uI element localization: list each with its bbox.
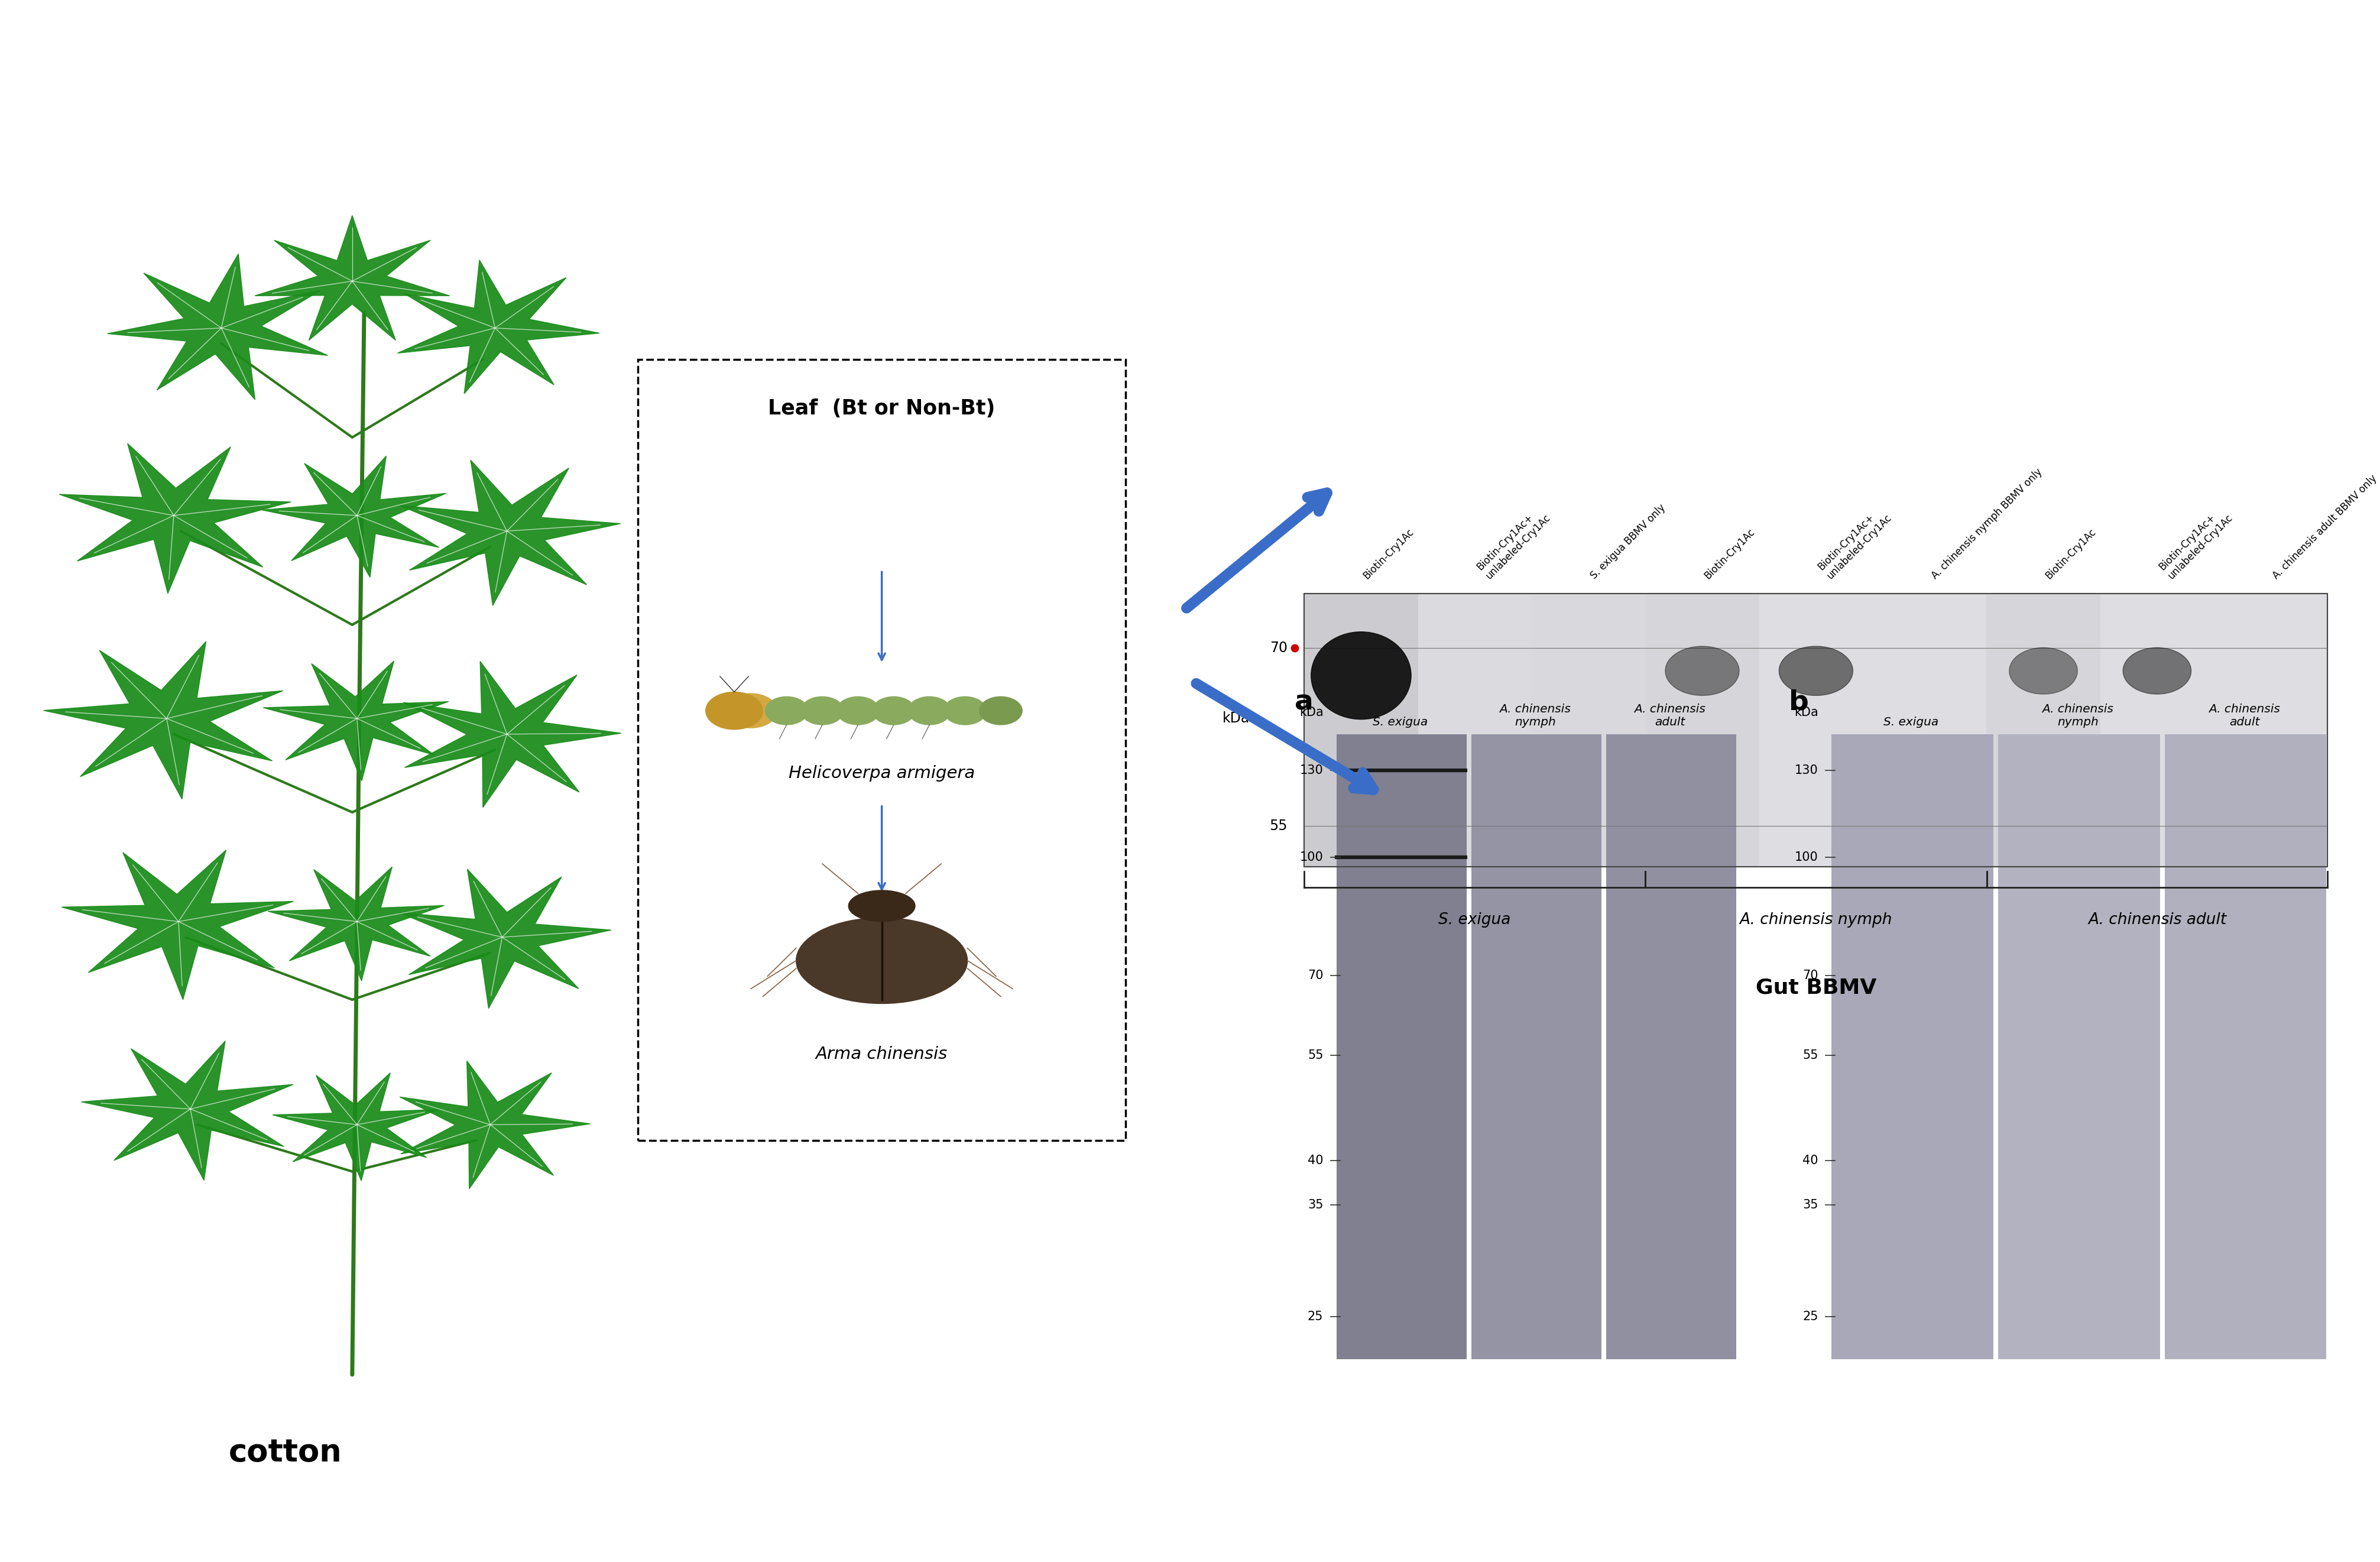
Circle shape (800, 697, 843, 725)
FancyBboxPatch shape (1338, 734, 1466, 1359)
Text: 55: 55 (1269, 818, 1288, 833)
Circle shape (942, 697, 988, 725)
Text: A. chinensis
adult: A. chinensis adult (2209, 703, 2280, 728)
FancyBboxPatch shape (1606, 734, 1735, 1359)
FancyBboxPatch shape (1645, 594, 1759, 867)
Ellipse shape (1778, 647, 1854, 695)
Polygon shape (402, 661, 621, 808)
FancyBboxPatch shape (1304, 594, 1418, 867)
FancyBboxPatch shape (1987, 594, 2099, 867)
Text: 70: 70 (1802, 970, 1818, 981)
Text: 40: 40 (1307, 1154, 1323, 1167)
Text: Arma chinensis: Arma chinensis (816, 1047, 947, 1062)
Polygon shape (107, 255, 328, 400)
FancyBboxPatch shape (2099, 594, 2213, 867)
FancyBboxPatch shape (1533, 594, 1645, 867)
Polygon shape (400, 1061, 590, 1189)
Ellipse shape (2009, 648, 2078, 694)
Text: Gut BBMV: Gut BBMV (1756, 978, 1875, 998)
Text: S. exigua: S. exigua (1438, 912, 1511, 928)
Ellipse shape (847, 890, 916, 922)
FancyBboxPatch shape (1418, 594, 1533, 867)
Text: A. chinensis
nymph: A. chinensis nymph (2042, 703, 2113, 728)
Text: b: b (1790, 689, 1809, 715)
Polygon shape (255, 216, 450, 341)
Circle shape (981, 697, 1023, 725)
FancyBboxPatch shape (1304, 594, 2328, 867)
Polygon shape (269, 867, 445, 981)
Text: 100: 100 (1299, 851, 1323, 864)
Text: 35: 35 (1802, 1200, 1818, 1211)
Text: S. exigua BBMV only: S. exigua BBMV only (1587, 501, 1668, 581)
Circle shape (707, 692, 762, 729)
Polygon shape (400, 459, 621, 606)
Text: 130: 130 (1299, 764, 1323, 776)
Polygon shape (262, 456, 445, 578)
Polygon shape (60, 444, 290, 594)
Polygon shape (264, 661, 450, 781)
Text: 100: 100 (1795, 851, 1818, 864)
Circle shape (766, 697, 809, 725)
Text: cotton: cotton (228, 1437, 343, 1468)
Ellipse shape (1311, 631, 1411, 719)
Text: 70: 70 (1307, 970, 1323, 981)
Circle shape (838, 697, 881, 725)
Circle shape (871, 697, 914, 725)
Text: 25: 25 (1307, 1311, 1323, 1323)
Text: Biotin-Cry1Ac+
unlabeled-Cry1Ac: Biotin-Cry1Ac+ unlabeled-Cry1Ac (2156, 503, 2235, 581)
Polygon shape (397, 259, 600, 394)
Polygon shape (400, 868, 612, 1009)
Text: 130: 130 (1795, 764, 1818, 776)
Text: Leaf  (Bt or Non-Bt): Leaf (Bt or Non-Bt) (769, 398, 995, 419)
Text: S. exigua: S. exigua (1373, 717, 1428, 728)
FancyBboxPatch shape (1873, 594, 1987, 867)
Ellipse shape (1666, 647, 1740, 695)
Polygon shape (274, 1073, 440, 1181)
Text: S. exigua: S. exigua (1883, 717, 1940, 728)
Text: 35: 35 (1307, 1200, 1323, 1211)
Text: A. chinensis nymph BBMV only: A. chinensis nymph BBMV only (1930, 467, 2044, 581)
Circle shape (909, 697, 950, 725)
Text: 40: 40 (1802, 1154, 1818, 1167)
Text: 55: 55 (1307, 1050, 1323, 1061)
Text: 70: 70 (1271, 640, 1288, 656)
FancyBboxPatch shape (1759, 594, 1873, 867)
Text: Biotin-Cry1Ac+
unlabeled-Cry1Ac: Biotin-Cry1Ac+ unlabeled-Cry1Ac (1816, 503, 1894, 581)
Text: 55: 55 (1802, 1050, 1818, 1061)
Text: A. chinensis adult: A. chinensis adult (2087, 912, 2225, 928)
Text: a: a (1295, 689, 1314, 715)
Text: A. chinensis
nymph: A. chinensis nymph (1499, 703, 1571, 728)
Text: Biotin-Cry1Ac+
unlabeled-Cry1Ac: Biotin-Cry1Ac+ unlabeled-Cry1Ac (1476, 503, 1552, 581)
Polygon shape (43, 642, 283, 800)
FancyBboxPatch shape (2213, 594, 2328, 867)
Text: kDa: kDa (1223, 711, 1250, 725)
Text: A. chinensis
adult: A. chinensis adult (1635, 703, 1706, 728)
Ellipse shape (2123, 648, 2192, 694)
Text: kDa: kDa (1795, 706, 1818, 719)
Text: Helicoverpa armigera: Helicoverpa armigera (788, 765, 976, 781)
Circle shape (724, 694, 776, 728)
Text: 25: 25 (1802, 1311, 1818, 1323)
Ellipse shape (795, 917, 966, 1003)
Polygon shape (81, 1040, 293, 1181)
Text: A. chinensis adult BBMV only: A. chinensis adult BBMV only (2271, 473, 2380, 581)
Text: Biotin-Cry1Ac: Biotin-Cry1Ac (1702, 526, 1756, 581)
Text: kDa: kDa (1299, 706, 1323, 719)
Text: Biotin-Cry1Ac: Biotin-Cry1Ac (2044, 526, 2099, 581)
FancyBboxPatch shape (2166, 734, 2325, 1359)
Text: Biotin-Cry1Ac: Biotin-Cry1Ac (1361, 526, 1416, 581)
Polygon shape (62, 850, 293, 1000)
FancyBboxPatch shape (1833, 734, 1992, 1359)
FancyBboxPatch shape (1471, 734, 1602, 1359)
Text: A. chinensis nymph: A. chinensis nymph (1740, 912, 1892, 928)
FancyBboxPatch shape (1997, 734, 2159, 1359)
